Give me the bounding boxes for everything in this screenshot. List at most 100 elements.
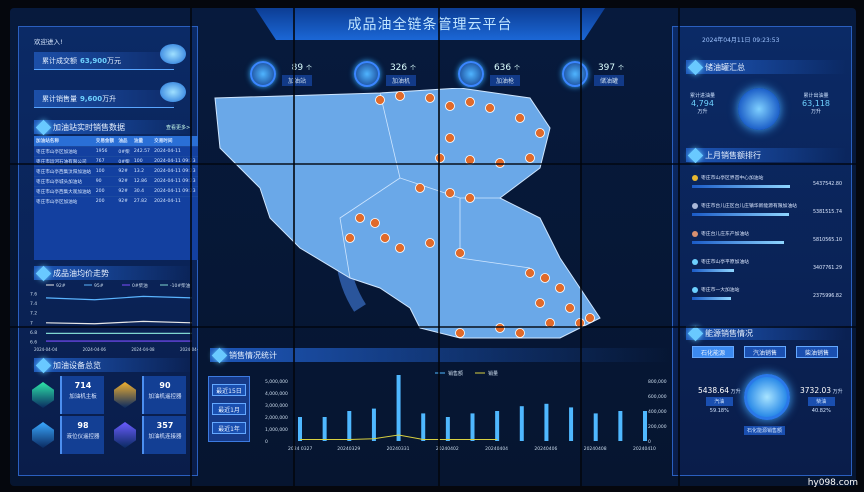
table-row[interactable]: 枣庄市运河石油有限公司 767 0#柴 100 2024-04-11 09:23 bbox=[34, 156, 198, 167]
energy-gauge bbox=[744, 374, 790, 420]
stat-card[interactable]: 397 个储油罐 bbox=[562, 58, 654, 90]
watermark: hy098.com bbox=[807, 478, 858, 488]
station-pin bbox=[435, 153, 445, 163]
bar bbox=[593, 413, 598, 441]
station-pin bbox=[380, 233, 390, 243]
devices-header: 加油设备总览 bbox=[34, 357, 194, 373]
stat-icon bbox=[354, 61, 380, 87]
tank-in: 累计进油量 4,794 万升 bbox=[690, 93, 716, 115]
x-tick-label: 20240408 bbox=[584, 446, 607, 452]
table-cell: 枣庄市山亭西集大观加油站 bbox=[34, 186, 94, 197]
stat-icon bbox=[250, 61, 276, 87]
stat-label: 加油枪 bbox=[490, 74, 521, 86]
device-card[interactable]: 357 加油机连接器 bbox=[142, 416, 186, 454]
y-right-tick: 400,000 bbox=[648, 409, 667, 415]
x-tick-label: 20240406 bbox=[534, 446, 557, 452]
energy-left: 5438.64 万升 汽油 59.18% bbox=[698, 386, 741, 414]
table-cell: 27.82 bbox=[131, 196, 153, 206]
table-row[interactable]: 枣庄市山亭西集大观加油站 200 92# 30.4 2024-04-11 09:23 bbox=[34, 186, 198, 197]
energy-tab[interactable]: 石化能源 bbox=[692, 346, 734, 358]
table-row[interactable]: 枣庄市山亭区加油站 200 92# 27.82 2024-04-11 bbox=[34, 196, 198, 206]
legend-label: 销量 bbox=[488, 370, 498, 377]
device-label: 加油机主板 bbox=[69, 394, 97, 400]
view-more-link[interactable]: 查看更多> bbox=[166, 125, 191, 131]
total-volume-kpi: 累计销售量 9,600 万升 bbox=[34, 90, 174, 108]
column-header: 油量 bbox=[131, 136, 153, 147]
table-cell: 30.4 bbox=[131, 186, 153, 197]
stat-number: 326 bbox=[389, 62, 408, 73]
volume-line bbox=[300, 434, 498, 440]
y-left-tick: 2,000,000 bbox=[265, 415, 288, 421]
ranking-item[interactable]: 枣庄市山亭区界首中心加油站 5437542.80 bbox=[692, 174, 842, 188]
diamond-icon bbox=[35, 119, 52, 135]
bar bbox=[569, 407, 574, 441]
stat-card[interactable]: 89 个加油站 bbox=[250, 58, 342, 90]
station-pin bbox=[355, 213, 365, 223]
region-map[interactable] bbox=[200, 88, 670, 348]
y-left-tick: 3,000,000 bbox=[265, 403, 288, 409]
bar bbox=[421, 413, 426, 441]
table-cell: 枣庄市山亭西集汶阳加油站 bbox=[34, 166, 94, 177]
medal-icon bbox=[692, 202, 698, 209]
ranking-item[interactable]: 枣庄市一大加油站 2375996.82 bbox=[692, 286, 842, 300]
station-pin bbox=[540, 273, 550, 283]
ranking-value: 5810565.10 bbox=[813, 238, 842, 243]
device-icon bbox=[32, 382, 54, 408]
energy-tab[interactable]: 柴油销售 bbox=[796, 346, 838, 358]
station-pin bbox=[445, 133, 455, 143]
ranking-bar bbox=[692, 297, 731, 300]
station-pin bbox=[375, 95, 385, 105]
energy-center-label: 石化能源销售额 bbox=[744, 426, 786, 435]
period-button[interactable]: 最近1月 bbox=[212, 403, 246, 415]
ranking-item[interactable]: 枣庄台儿庄东产加油站 5810565.10 bbox=[692, 230, 842, 244]
y-tick-label: 7 bbox=[30, 320, 33, 326]
table-cell: 90 bbox=[93, 176, 117, 187]
stat-card[interactable]: 326 个加油机 bbox=[354, 58, 446, 90]
bar bbox=[618, 411, 623, 441]
device-card[interactable]: 714 加油机主板 bbox=[60, 376, 104, 414]
ranking-name: 枣庄市山亭区界首中心加油站 bbox=[701, 176, 764, 181]
station-pin bbox=[525, 268, 535, 278]
bar bbox=[347, 411, 352, 441]
period-button[interactable]: 最近1年 bbox=[212, 422, 246, 434]
station-pin bbox=[345, 233, 355, 243]
energy-tab[interactable]: 汽油销售 bbox=[744, 346, 786, 358]
ranking-item[interactable]: 枣庄市山亭平原加油站 3407761.29 bbox=[692, 258, 842, 272]
table-cell: 13.2 bbox=[131, 166, 153, 177]
y-right-tick: 0 bbox=[648, 439, 651, 445]
y-left-tick: 1,000,000 bbox=[265, 427, 288, 433]
table-row[interactable]: 枣庄市山亭西集汶阳加油站 100 92# 13.2 2024-04-11 09:23 bbox=[34, 166, 198, 177]
page-title: 成品油全链条管理云平台 bbox=[347, 17, 513, 33]
tank-globe bbox=[738, 88, 780, 130]
station-pin bbox=[455, 328, 465, 338]
table-row[interactable]: 枣庄市山亭区加油站 1956 0#柴 242.57 2024-04-11 bbox=[34, 146, 198, 157]
bar bbox=[544, 403, 549, 441]
station-pin bbox=[515, 328, 525, 338]
table-cell: 2024-04-11 09:23 bbox=[152, 166, 198, 177]
table-cell: 0#柴 bbox=[116, 146, 132, 157]
y-tick-label: 7.6 bbox=[30, 292, 37, 298]
ranking-value: 3407761.29 bbox=[813, 266, 842, 271]
device-card[interactable]: 90 加油机遥控器 bbox=[142, 376, 186, 414]
ranking-bar bbox=[692, 269, 734, 272]
dashboard-wall: 成品油全链条管理云平台 欢迎进入! 累计成交额 63,900 万元 累计销售量 9,6… bbox=[10, 8, 856, 486]
series-line-0 bbox=[45, 320, 193, 325]
stat-label: 加油站 bbox=[282, 74, 313, 86]
welcome-text: 欢迎进入! bbox=[34, 38, 63, 46]
bar bbox=[643, 411, 647, 441]
table-cell: 枣庄市运河石油有限公司 bbox=[34, 156, 94, 167]
realtime-table: 加油站名称 交易金额 油品 油量 交易时间 枣庄市山亭区加油站 1956 0#柴 242.57 2… bbox=[34, 136, 198, 260]
device-icon bbox=[32, 422, 54, 448]
table-cell: 2024-04-11 09:23 bbox=[152, 186, 198, 197]
ranking-item[interactable]: 枣庄市台儿庄区台儿庄镇华新能源有限加油站 5381515.74 bbox=[692, 202, 842, 216]
station-pin bbox=[495, 323, 505, 333]
device-card[interactable]: 98 液位仪遥控器 bbox=[60, 416, 104, 454]
coin-icon bbox=[160, 44, 186, 64]
ranking-bar bbox=[692, 241, 785, 244]
table-row[interactable]: 枣庄市山亭城头加油站 90 92# 12.86 2024-04-11 09:23 bbox=[34, 176, 198, 187]
stat-card[interactable]: 636 个加油枪 bbox=[458, 58, 550, 90]
bar bbox=[371, 408, 376, 441]
period-button[interactable]: 最近15日 bbox=[212, 384, 246, 396]
y-left-tick: 0 bbox=[265, 439, 268, 445]
station-pin bbox=[535, 128, 545, 138]
